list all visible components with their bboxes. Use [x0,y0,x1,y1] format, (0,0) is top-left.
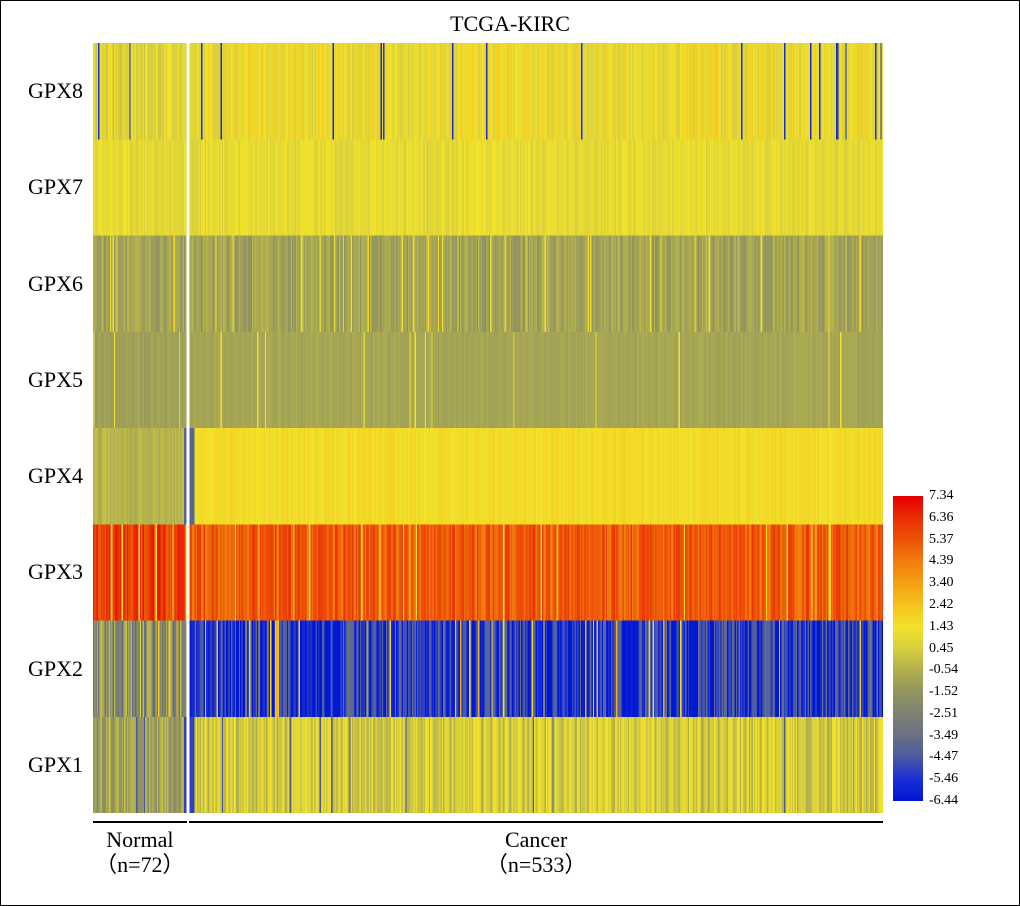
legend-tick: -0.54 [929,662,958,678]
x-axis-groups: Normal（n=72） Cancer（n=533） [93,821,883,891]
heatmap-canvas [93,43,883,813]
color-legend-ticks: 7.346.365.374.393.402.421.430.45-0.54-1.… [929,496,999,801]
legend-tick: 3.40 [929,575,954,591]
row-label: GPX7 [1,174,83,200]
legend-tick: -5.46 [929,771,958,787]
group-label: Cancer（n=533） [486,827,586,878]
legend-tick: 4.39 [929,553,954,569]
row-label: GPX3 [1,559,83,585]
legend-tick: -2.51 [929,706,958,722]
heatmap-area [93,43,883,813]
group-label: Normal（n=72） [95,827,184,878]
row-label: GPX2 [1,656,83,682]
legend-tick: 2.42 [929,597,954,613]
legend-tick: -4.47 [929,749,958,765]
legend-tick: 6.36 [929,510,954,526]
row-label: GPX1 [1,752,83,778]
group-line [93,821,187,823]
legend-tick: -3.49 [929,728,958,744]
row-label: GPX6 [1,271,83,297]
row-label: GPX8 [1,78,83,104]
group-line [189,821,883,823]
chart-title: TCGA-KIRC [1,11,1019,37]
color-legend: 7.346.365.374.393.402.421.430.45-0.54-1.… [893,496,1003,801]
figure-frame: TCGA-KIRC GPX8GPX7GPX6GPX5GPX4GPX3GPX2GP… [0,0,1020,906]
legend-tick: 0.45 [929,641,954,657]
color-legend-bar [893,496,923,801]
legend-tick: 5.37 [929,532,954,548]
row-labels: GPX8 GPX7 GPX6 GPX5 GPX4 GPX3 GPX2 GPX1 [1,43,91,813]
row-label: GPX5 [1,367,83,393]
row-label: GPX4 [1,463,83,489]
legend-tick: -1.52 [929,684,958,700]
legend-tick: -6.44 [929,793,958,809]
legend-tick: 1.43 [929,619,954,635]
legend-tick: 7.34 [929,488,954,504]
